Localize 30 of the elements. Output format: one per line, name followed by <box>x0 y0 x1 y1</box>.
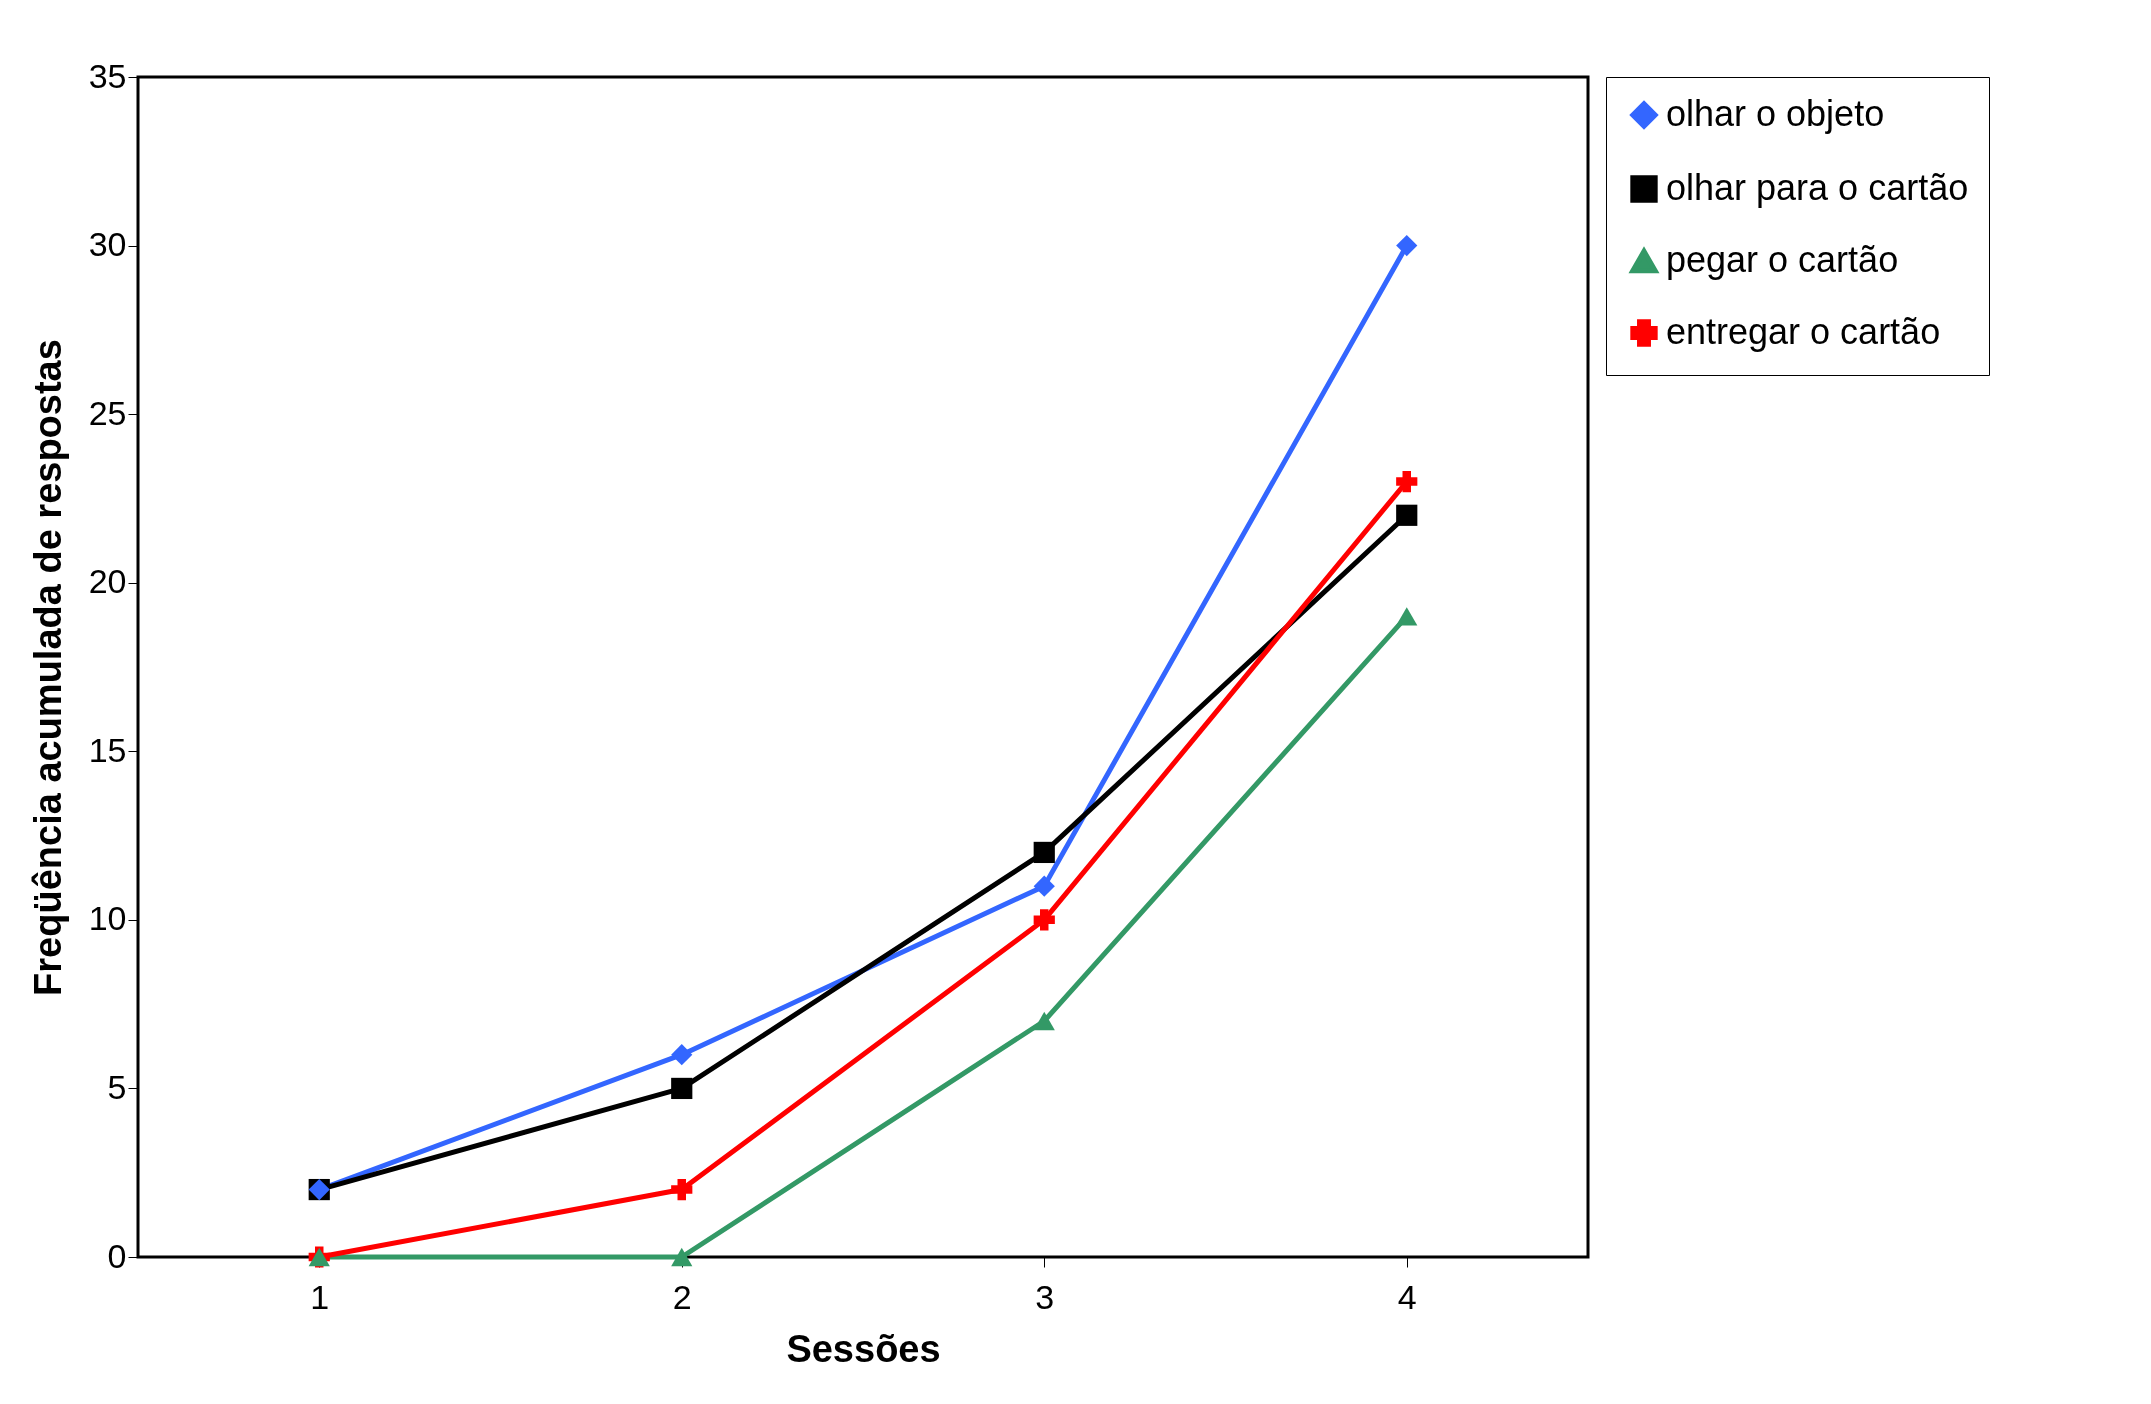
legend-label: olhar o objeto <box>1666 93 1885 134</box>
point <box>1033 841 1055 864</box>
legend-label: pegar o cartão <box>1666 239 1899 280</box>
point <box>1396 234 1418 257</box>
legend-label: entregar o cartão <box>1666 311 1941 352</box>
y-tick-label: 35 <box>88 56 127 95</box>
point <box>1033 1011 1055 1031</box>
point <box>1033 875 1055 897</box>
x-tick-label: 4 <box>1397 1277 1417 1316</box>
y-tick-label: 20 <box>88 562 127 601</box>
y-tick-label: 5 <box>107 1067 127 1106</box>
point <box>671 1247 693 1267</box>
point <box>671 1044 693 1066</box>
y-tick-label: 0 <box>107 1236 127 1275</box>
point <box>1396 470 1418 493</box>
legend-label: olhar para o cartão <box>1666 167 1969 208</box>
y-tick-label: 30 <box>88 225 127 264</box>
x-tick-label: 2 <box>672 1277 692 1316</box>
x-tick-label: 3 <box>1035 1277 1055 1316</box>
point <box>1396 504 1418 526</box>
y-tick-label: 15 <box>88 730 127 769</box>
point <box>671 1178 693 1201</box>
x-axis-title: Sessões <box>786 1327 941 1370</box>
point <box>1396 607 1418 626</box>
x-tick-label: 1 <box>310 1277 330 1316</box>
y-axis-title: Freqüência acumulada de respostas <box>26 339 69 996</box>
point <box>1033 909 1055 931</box>
point <box>671 1077 693 1100</box>
y-tick-label: 25 <box>88 393 127 432</box>
y-tick-label: 10 <box>88 899 127 938</box>
